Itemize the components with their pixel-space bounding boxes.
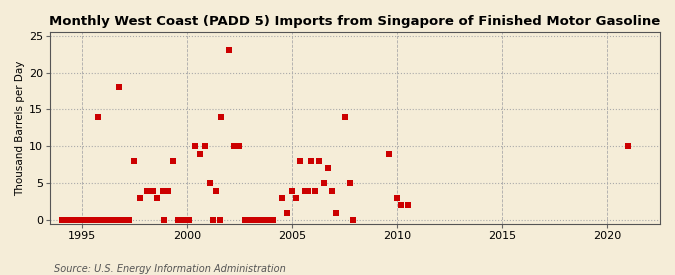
Point: [302, 188, 313, 193]
Point: [264, 218, 275, 222]
Point: [256, 218, 267, 222]
Point: [75, 218, 86, 222]
Point: [180, 218, 190, 222]
Point: [327, 188, 338, 193]
Point: [306, 159, 317, 163]
Point: [340, 115, 350, 119]
Point: [199, 144, 210, 148]
Point: [314, 159, 325, 163]
Point: [190, 144, 200, 148]
Point: [152, 196, 163, 200]
Point: [173, 218, 184, 222]
Point: [68, 218, 78, 222]
Point: [243, 218, 254, 222]
Point: [176, 218, 187, 222]
Point: [250, 218, 261, 222]
Point: [78, 218, 89, 222]
Point: [240, 218, 250, 222]
Text: Source: U.S. Energy Information Administration: Source: U.S. Energy Information Administ…: [54, 264, 286, 274]
Point: [124, 218, 134, 222]
Point: [57, 218, 68, 222]
Point: [159, 218, 169, 222]
Point: [246, 218, 257, 222]
Point: [344, 181, 355, 185]
Point: [183, 218, 194, 222]
Point: [109, 218, 120, 222]
Point: [157, 188, 168, 193]
Point: [103, 218, 113, 222]
Point: [134, 196, 145, 200]
Point: [71, 218, 82, 222]
Point: [223, 48, 234, 53]
Point: [331, 211, 342, 215]
Point: [82, 218, 92, 222]
Point: [64, 218, 75, 222]
Point: [383, 152, 394, 156]
Point: [85, 218, 96, 222]
Point: [215, 115, 226, 119]
Point: [348, 218, 358, 222]
Point: [623, 144, 634, 148]
Point: [106, 218, 117, 222]
Point: [323, 166, 333, 171]
Point: [253, 218, 264, 222]
Point: [99, 218, 110, 222]
Point: [267, 218, 278, 222]
Point: [148, 188, 159, 193]
Point: [211, 188, 222, 193]
Point: [129, 159, 140, 163]
Point: [310, 188, 321, 193]
Point: [229, 144, 240, 148]
Point: [194, 152, 205, 156]
Y-axis label: Thousand Barrels per Day: Thousand Barrels per Day: [15, 60, 25, 196]
Point: [142, 188, 153, 193]
Point: [402, 203, 413, 208]
Point: [396, 203, 407, 208]
Point: [287, 188, 298, 193]
Title: Monthly West Coast (PADD 5) Imports from Singapore of Finished Motor Gasoline: Monthly West Coast (PADD 5) Imports from…: [49, 15, 661, 28]
Point: [61, 218, 72, 222]
Point: [291, 196, 302, 200]
Point: [318, 181, 329, 185]
Point: [276, 196, 287, 200]
Point: [120, 218, 131, 222]
Point: [88, 218, 99, 222]
Point: [208, 218, 219, 222]
Point: [205, 181, 215, 185]
Point: [113, 218, 124, 222]
Point: [281, 211, 292, 215]
Point: [117, 218, 128, 222]
Point: [113, 85, 124, 89]
Point: [92, 115, 103, 119]
Point: [299, 188, 310, 193]
Point: [261, 218, 271, 222]
Point: [163, 188, 173, 193]
Point: [96, 218, 107, 222]
Point: [215, 218, 225, 222]
Point: [392, 196, 402, 200]
Point: [168, 159, 179, 163]
Point: [295, 159, 306, 163]
Point: [92, 218, 103, 222]
Point: [234, 144, 245, 148]
